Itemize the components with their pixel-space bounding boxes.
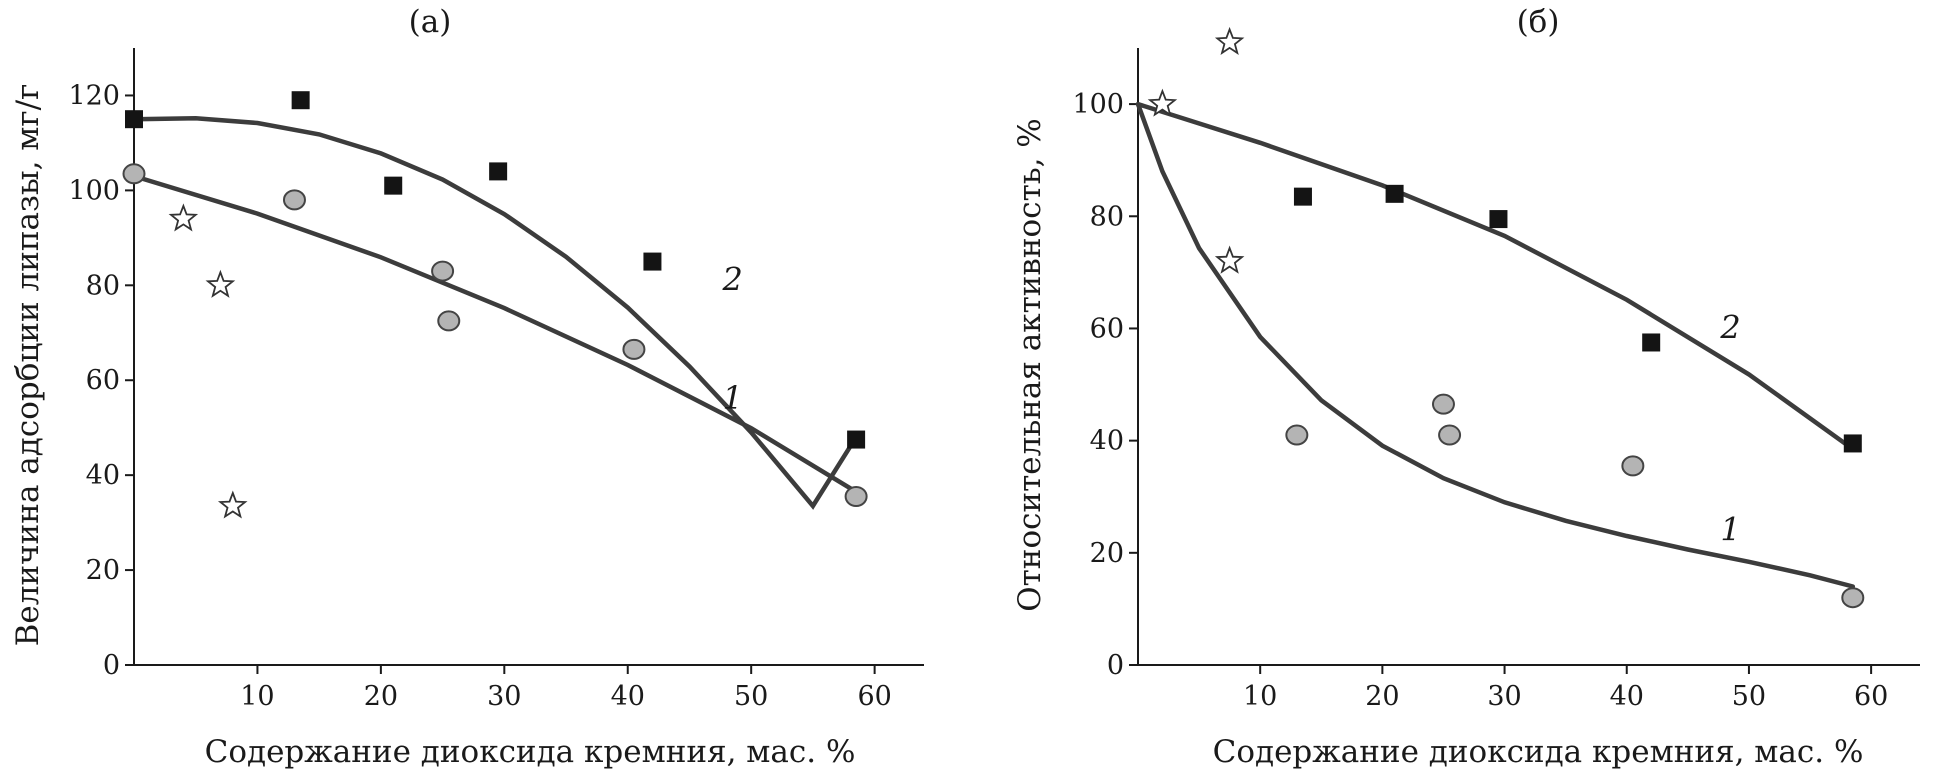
panel-a-point-series-2 — [291, 91, 310, 110]
panel-b-point-series-1 — [1431, 393, 1455, 415]
panel-a-point-series-2 — [384, 176, 403, 195]
panel-b-curve-label-2: 2 — [1719, 308, 1740, 346]
panel-b-point-series-2 — [1385, 184, 1404, 203]
panel-a-point-series-1 — [437, 310, 461, 332]
panel-b: (б) Содержание диоксида кремния, мас. % … — [1012, 4, 1920, 770]
panel-a-y-tick-label: 80 — [86, 270, 120, 301]
panel-b-star-marker — [1214, 26, 1245, 55]
panel-a-x-tick-label: 10 — [240, 681, 274, 712]
panel-b-fit-curve-2 — [1135, 101, 1856, 452]
panel-b-x-tick-label: 50 — [1732, 681, 1766, 712]
panel-b-y-tick-label: 40 — [1090, 426, 1124, 457]
panel-b-point-series-1 — [1285, 424, 1309, 446]
panel-b-star-marker — [1147, 88, 1178, 117]
panel-b-curve-label-1: 1 — [1720, 510, 1740, 548]
panel-a-point-series-2 — [125, 110, 143, 129]
panel-a-x-axis-title: Содержание диоксида кремния, мас. % — [205, 734, 856, 770]
panel-b-x-axis-title: Содержание диоксида кремния, мас. % — [1213, 734, 1864, 770]
panel-a-star-marker — [205, 269, 236, 298]
panel-a-curve-label-2: 2 — [721, 261, 742, 299]
panel-a-x-tick-label: 40 — [611, 681, 645, 712]
panel-a-x-tick-label: 30 — [487, 681, 521, 712]
panel-b-x-tick-label: 10 — [1243, 681, 1277, 712]
panel-a-y-tick-label: 60 — [86, 365, 120, 396]
panel-b-label: (б) — [1517, 4, 1560, 40]
panel-a-curve-label-1: 1 — [722, 379, 742, 417]
panel-a-fit-curve-1 — [131, 173, 859, 495]
panel-b-point-series-2 — [1843, 434, 1862, 453]
panel-b-point-series-2 — [1293, 187, 1312, 206]
panel-a-x-tick-label: 20 — [364, 681, 398, 712]
panel-b-y-tick-label: 0 — [1107, 650, 1124, 681]
panel-b-point-series-2 — [1642, 333, 1661, 352]
panel-a-star-marker — [217, 490, 248, 519]
panel-a-y-tick-label: 40 — [86, 460, 120, 491]
panel-b-point-series-1 — [1438, 424, 1462, 446]
panel-b-point-series-1 — [1621, 455, 1645, 477]
panel-a-point-series-1 — [431, 260, 455, 282]
panel-a: (а) Содержание диоксида кремния, мас. % … — [10, 4, 924, 770]
panel-b-x-tick-label: 20 — [1365, 681, 1399, 712]
panel-a-label: (а) — [409, 4, 452, 40]
panel-a-star-marker — [168, 203, 199, 232]
panel-a-point-series-2 — [643, 252, 662, 271]
panel-b-star-marker — [1214, 245, 1245, 274]
panel-b-fit-curve-1 — [1135, 101, 1856, 589]
panel-a-point-series-1 — [282, 189, 306, 211]
panel-a-y-tick-label: 0 — [103, 650, 120, 681]
panel-b-point-series-1 — [1841, 587, 1865, 609]
panel-a-point-series-2 — [489, 162, 508, 181]
panel-b-y-tick-label: 20 — [1090, 538, 1124, 569]
panel-b-y-axis-title: Относительная активность, % — [1012, 118, 1048, 612]
panel-a-y-tick-label: 100 — [68, 175, 120, 206]
panel-a-y-tick-label: 20 — [86, 555, 120, 586]
panel-b-y-tick-label: 80 — [1090, 201, 1124, 232]
panel-a-point-series-1 — [844, 486, 868, 508]
panel-b-y-tick-label: 60 — [1090, 313, 1124, 344]
panel-b-point-series-2 — [1489, 210, 1508, 229]
panel-a-y-axis-title: Величина адсорбции липазы, мг/г — [10, 84, 46, 647]
panel-b-y-tick-label: 100 — [1072, 89, 1124, 120]
panel-b-x-tick-label: 40 — [1610, 681, 1644, 712]
panel-b-x-tick-label: 30 — [1487, 681, 1521, 712]
panel-a-point-series-2 — [847, 430, 866, 449]
panel-a-x-tick-label: 60 — [857, 681, 891, 712]
panel-a-point-series-1 — [622, 338, 646, 360]
panel-a-x-tick-label: 50 — [734, 681, 768, 712]
panel-b-x-tick-label: 60 — [1854, 681, 1888, 712]
panel-a-point-series-1 — [122, 163, 146, 185]
panel-a-fit-curve-2 — [131, 115, 859, 510]
panel-a-y-tick-label: 120 — [68, 80, 120, 111]
